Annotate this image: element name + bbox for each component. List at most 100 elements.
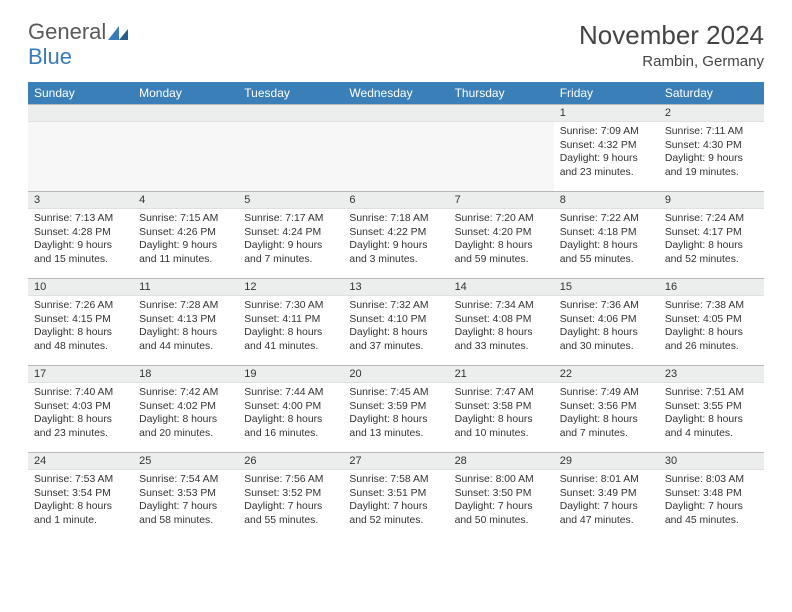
- day-number: 12: [238, 279, 343, 296]
- day-number: 28: [449, 453, 554, 470]
- title-block: November 2024 Rambin, Germany: [579, 20, 764, 70]
- day-cell: 11Sunrise: 7:28 AMSunset: 4:13 PMDayligh…: [133, 279, 238, 366]
- day-cell: 9Sunrise: 7:24 AMSunset: 4:17 PMDaylight…: [659, 192, 764, 279]
- day-cell: 12Sunrise: 7:30 AMSunset: 4:11 PMDayligh…: [238, 279, 343, 366]
- day-details: Sunrise: 7:18 AMSunset: 4:22 PMDaylight:…: [343, 209, 448, 271]
- day-number: 15: [554, 279, 659, 296]
- day-number: 4: [133, 192, 238, 209]
- day-number: 22: [554, 366, 659, 383]
- day-number: 29: [554, 453, 659, 470]
- day-details: Sunrise: 7:26 AMSunset: 4:15 PMDaylight:…: [28, 296, 133, 358]
- day-details: Sunrise: 7:34 AMSunset: 4:08 PMDaylight:…: [449, 296, 554, 358]
- brand-logo: General Blue: [28, 20, 130, 69]
- day-cell: 2Sunrise: 7:11 AMSunset: 4:30 PMDaylight…: [659, 105, 764, 192]
- day-number: 1: [554, 105, 659, 122]
- day-number: 24: [28, 453, 133, 470]
- day-details: Sunrise: 7:13 AMSunset: 4:28 PMDaylight:…: [28, 209, 133, 271]
- day-number: 8: [554, 192, 659, 209]
- day-details: Sunrise: 7:32 AMSunset: 4:10 PMDaylight:…: [343, 296, 448, 358]
- calendar-row: 17Sunrise: 7:40 AMSunset: 4:03 PMDayligh…: [28, 366, 764, 453]
- col-header: Sunday: [28, 82, 133, 105]
- day-cell: 1Sunrise: 7:09 AMSunset: 4:32 PMDaylight…: [554, 105, 659, 192]
- day-number: 17: [28, 366, 133, 383]
- day-cell: 23Sunrise: 7:51 AMSunset: 3:55 PMDayligh…: [659, 366, 764, 453]
- col-header: Wednesday: [343, 82, 448, 105]
- day-cell: 13Sunrise: 7:32 AMSunset: 4:10 PMDayligh…: [343, 279, 448, 366]
- day-details: Sunrise: 7:40 AMSunset: 4:03 PMDaylight:…: [28, 383, 133, 445]
- day-cell: 17Sunrise: 7:40 AMSunset: 4:03 PMDayligh…: [28, 366, 133, 453]
- day-number: 19: [238, 366, 343, 383]
- col-header: Monday: [133, 82, 238, 105]
- day-number: 2: [659, 105, 764, 122]
- day-number: 16: [659, 279, 764, 296]
- day-cell: 7Sunrise: 7:20 AMSunset: 4:20 PMDaylight…: [449, 192, 554, 279]
- day-details: Sunrise: 7:51 AMSunset: 3:55 PMDaylight:…: [659, 383, 764, 445]
- day-details: Sunrise: 7:15 AMSunset: 4:26 PMDaylight:…: [133, 209, 238, 271]
- day-number: 20: [343, 366, 448, 383]
- empty-cell: [449, 105, 554, 192]
- empty-cell: [28, 105, 133, 192]
- empty-cell: [343, 105, 448, 192]
- day-number: 30: [659, 453, 764, 470]
- day-cell: 29Sunrise: 8:01 AMSunset: 3:49 PMDayligh…: [554, 453, 659, 540]
- day-details: Sunrise: 7:09 AMSunset: 4:32 PMDaylight:…: [554, 122, 659, 184]
- col-header: Saturday: [659, 82, 764, 105]
- calendar-head: SundayMondayTuesdayWednesdayThursdayFrid…: [28, 82, 764, 105]
- day-cell: 15Sunrise: 7:36 AMSunset: 4:06 PMDayligh…: [554, 279, 659, 366]
- day-number: 7: [449, 192, 554, 209]
- day-number: 9: [659, 192, 764, 209]
- day-details: Sunrise: 7:38 AMSunset: 4:05 PMDaylight:…: [659, 296, 764, 358]
- day-cell: 18Sunrise: 7:42 AMSunset: 4:02 PMDayligh…: [133, 366, 238, 453]
- day-details: Sunrise: 8:00 AMSunset: 3:50 PMDaylight:…: [449, 470, 554, 532]
- day-cell: 5Sunrise: 7:17 AMSunset: 4:24 PMDaylight…: [238, 192, 343, 279]
- day-details: Sunrise: 8:03 AMSunset: 3:48 PMDaylight:…: [659, 470, 764, 532]
- brand-word1: General: [28, 19, 106, 44]
- month-title: November 2024: [579, 20, 764, 51]
- day-number: 14: [449, 279, 554, 296]
- day-number: 18: [133, 366, 238, 383]
- day-details: Sunrise: 7:53 AMSunset: 3:54 PMDaylight:…: [28, 470, 133, 532]
- day-details: Sunrise: 7:56 AMSunset: 3:52 PMDaylight:…: [238, 470, 343, 532]
- day-cell: 27Sunrise: 7:58 AMSunset: 3:51 PMDayligh…: [343, 453, 448, 540]
- day-details: Sunrise: 7:30 AMSunset: 4:11 PMDaylight:…: [238, 296, 343, 358]
- day-number: 6: [343, 192, 448, 209]
- day-cell: 25Sunrise: 7:54 AMSunset: 3:53 PMDayligh…: [133, 453, 238, 540]
- calendar-row: 3Sunrise: 7:13 AMSunset: 4:28 PMDaylight…: [28, 192, 764, 279]
- location: Rambin, Germany: [579, 53, 764, 70]
- day-number: 3: [28, 192, 133, 209]
- day-number: 10: [28, 279, 133, 296]
- empty-cell: [238, 105, 343, 192]
- day-cell: 4Sunrise: 7:15 AMSunset: 4:26 PMDaylight…: [133, 192, 238, 279]
- day-cell: 3Sunrise: 7:13 AMSunset: 4:28 PMDaylight…: [28, 192, 133, 279]
- col-header: Tuesday: [238, 82, 343, 105]
- day-cell: 20Sunrise: 7:45 AMSunset: 3:59 PMDayligh…: [343, 366, 448, 453]
- day-cell: 24Sunrise: 7:53 AMSunset: 3:54 PMDayligh…: [28, 453, 133, 540]
- calendar-row: 1Sunrise: 7:09 AMSunset: 4:32 PMDaylight…: [28, 105, 764, 192]
- brand-word2: Blue: [28, 44, 72, 69]
- day-number: 11: [133, 279, 238, 296]
- day-details: Sunrise: 7:36 AMSunset: 4:06 PMDaylight:…: [554, 296, 659, 358]
- calendar-row: 10Sunrise: 7:26 AMSunset: 4:15 PMDayligh…: [28, 279, 764, 366]
- day-cell: 19Sunrise: 7:44 AMSunset: 4:00 PMDayligh…: [238, 366, 343, 453]
- header: General Blue November 2024 Rambin, Germa…: [28, 20, 764, 70]
- day-details: Sunrise: 7:58 AMSunset: 3:51 PMDaylight:…: [343, 470, 448, 532]
- day-details: Sunrise: 8:01 AMSunset: 3:49 PMDaylight:…: [554, 470, 659, 532]
- day-details: Sunrise: 7:17 AMSunset: 4:24 PMDaylight:…: [238, 209, 343, 271]
- day-cell: 14Sunrise: 7:34 AMSunset: 4:08 PMDayligh…: [449, 279, 554, 366]
- day-number: 26: [238, 453, 343, 470]
- day-details: Sunrise: 7:28 AMSunset: 4:13 PMDaylight:…: [133, 296, 238, 358]
- empty-cell: [133, 105, 238, 192]
- calendar-table: SundayMondayTuesdayWednesdayThursdayFrid…: [28, 82, 764, 539]
- day-details: Sunrise: 7:54 AMSunset: 3:53 PMDaylight:…: [133, 470, 238, 532]
- day-cell: 30Sunrise: 8:03 AMSunset: 3:48 PMDayligh…: [659, 453, 764, 540]
- day-details: Sunrise: 7:45 AMSunset: 3:59 PMDaylight:…: [343, 383, 448, 445]
- day-details: Sunrise: 7:47 AMSunset: 3:58 PMDaylight:…: [449, 383, 554, 445]
- day-number: 13: [343, 279, 448, 296]
- day-cell: 10Sunrise: 7:26 AMSunset: 4:15 PMDayligh…: [28, 279, 133, 366]
- day-details: Sunrise: 7:20 AMSunset: 4:20 PMDaylight:…: [449, 209, 554, 271]
- day-cell: 16Sunrise: 7:38 AMSunset: 4:05 PMDayligh…: [659, 279, 764, 366]
- day-details: Sunrise: 7:11 AMSunset: 4:30 PMDaylight:…: [659, 122, 764, 184]
- day-details: Sunrise: 7:44 AMSunset: 4:00 PMDaylight:…: [238, 383, 343, 445]
- day-cell: 21Sunrise: 7:47 AMSunset: 3:58 PMDayligh…: [449, 366, 554, 453]
- day-number: 21: [449, 366, 554, 383]
